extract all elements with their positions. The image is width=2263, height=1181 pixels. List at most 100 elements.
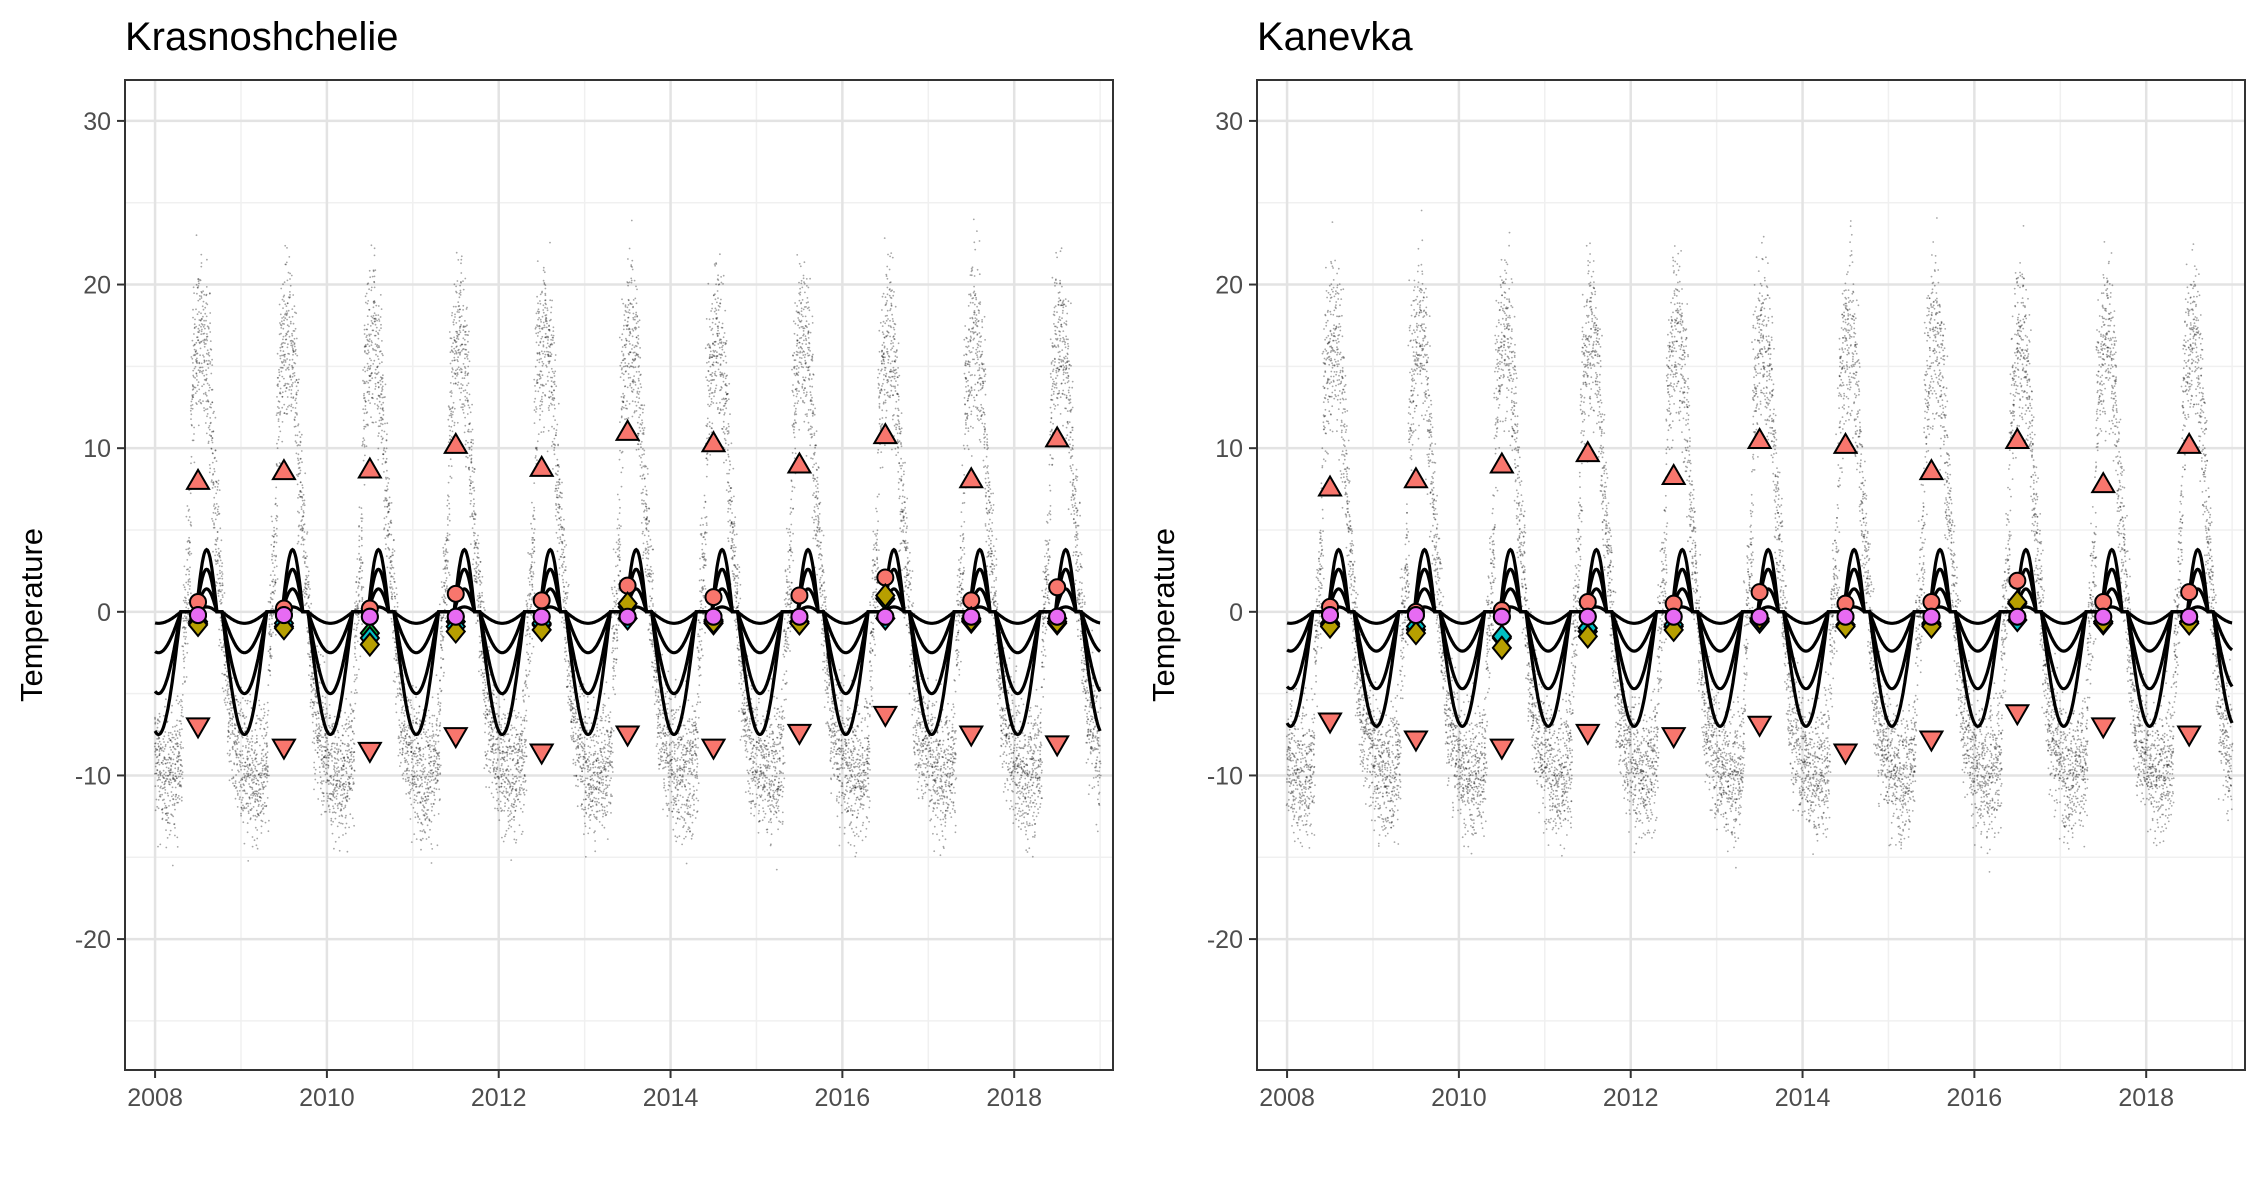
- raw-point: [530, 578, 533, 581]
- raw-point: [421, 823, 424, 826]
- raw-point: [543, 384, 545, 387]
- raw-point: [214, 518, 217, 521]
- raw-point: [156, 762, 159, 764]
- raw-point: [324, 741, 327, 743]
- raw-point: [210, 388, 213, 391]
- raw-point: [287, 309, 290, 312]
- raw-point: [363, 445, 366, 448]
- raw-point: [404, 745, 407, 748]
- raw-point: [194, 392, 197, 394]
- raw-point: [202, 315, 204, 318]
- raw-point: [483, 689, 486, 692]
- raw-point: [261, 772, 263, 775]
- raw-point: [236, 763, 238, 766]
- raw-point: [182, 617, 185, 620]
- raw-point: [507, 746, 509, 749]
- raw-point: [219, 556, 221, 559]
- raw-point: [504, 714, 506, 717]
- raw-point: [187, 613, 189, 616]
- raw-point: [377, 447, 380, 450]
- raw-point: [498, 721, 501, 724]
- raw-point: [375, 353, 377, 356]
- raw-point: [424, 758, 427, 761]
- raw-point: [180, 704, 182, 707]
- raw-point: [494, 777, 497, 780]
- raw-point: [336, 779, 339, 782]
- raw-point: [210, 348, 213, 351]
- raw-point: [510, 803, 513, 805]
- raw-point: [197, 339, 199, 342]
- raw-point: [221, 577, 224, 580]
- raw-point: [471, 466, 474, 469]
- raw-point: [366, 338, 369, 341]
- raw-point: [241, 712, 244, 714]
- raw-point: [361, 562, 364, 565]
- raw-point: [250, 807, 253, 810]
- raw-point: [538, 418, 541, 421]
- raw-point: [395, 655, 397, 657]
- raw-point: [328, 717, 331, 719]
- raw-point: [271, 617, 273, 620]
- raw-point: [437, 754, 439, 757]
- raw-point: [409, 781, 412, 784]
- raw-point: [299, 472, 301, 475]
- raw-point: [239, 710, 242, 712]
- raw-point: [499, 737, 502, 740]
- raw-point: [313, 702, 316, 705]
- raw-point: [296, 354, 299, 357]
- raw-point: [300, 520, 303, 522]
- raw-point: [179, 746, 182, 748]
- raw-point: [174, 772, 177, 775]
- raw-point: [294, 434, 297, 437]
- raw-point: [393, 671, 396, 674]
- raw-point: [195, 373, 198, 375]
- raw-point: [268, 618, 271, 620]
- raw-point: [211, 437, 214, 439]
- raw-point: [318, 725, 321, 727]
- raw-point: [326, 740, 328, 742]
- raw-point: [465, 348, 468, 351]
- raw-point: [192, 384, 194, 387]
- raw-point: [311, 741, 314, 744]
- raw-point: [537, 302, 539, 305]
- raw-point: [473, 523, 476, 525]
- raw-point: [413, 750, 416, 752]
- raw-point: [239, 784, 242, 786]
- raw-point: [156, 769, 159, 772]
- raw-point: [303, 504, 306, 507]
- raw-point: [391, 620, 393, 623]
- raw-point: [262, 708, 265, 710]
- raw-point: [278, 401, 281, 403]
- raw-point: [327, 795, 329, 798]
- raw-point: [187, 552, 190, 555]
- raw-point: [373, 247, 376, 250]
- raw-point: [190, 524, 193, 527]
- raw-point: [176, 801, 179, 804]
- raw-point: [247, 766, 249, 769]
- raw-point: [288, 359, 291, 361]
- raw-point: [302, 511, 305, 514]
- raw-point: [421, 782, 423, 785]
- raw-point: [169, 774, 171, 776]
- raw-point: [473, 471, 475, 473]
- raw-point: [452, 321, 455, 324]
- raw-point: [438, 713, 441, 715]
- raw-point: [402, 772, 405, 775]
- raw-point: [234, 750, 237, 753]
- raw-point: [284, 342, 286, 345]
- raw-point: [174, 834, 176, 837]
- raw-point: [427, 778, 430, 781]
- raw-point: [503, 772, 506, 775]
- raw-point: [157, 742, 160, 745]
- raw-point: [158, 754, 161, 757]
- raw-point: [374, 376, 377, 379]
- raw-point: [404, 770, 406, 773]
- raw-point: [242, 764, 244, 767]
- raw-point: [251, 769, 254, 771]
- raw-point: [479, 596, 482, 599]
- raw-point: [415, 795, 418, 798]
- raw-point: [293, 337, 296, 340]
- raw-point: [458, 308, 461, 311]
- raw-point: [189, 585, 191, 587]
- raw-point: [300, 524, 303, 527]
